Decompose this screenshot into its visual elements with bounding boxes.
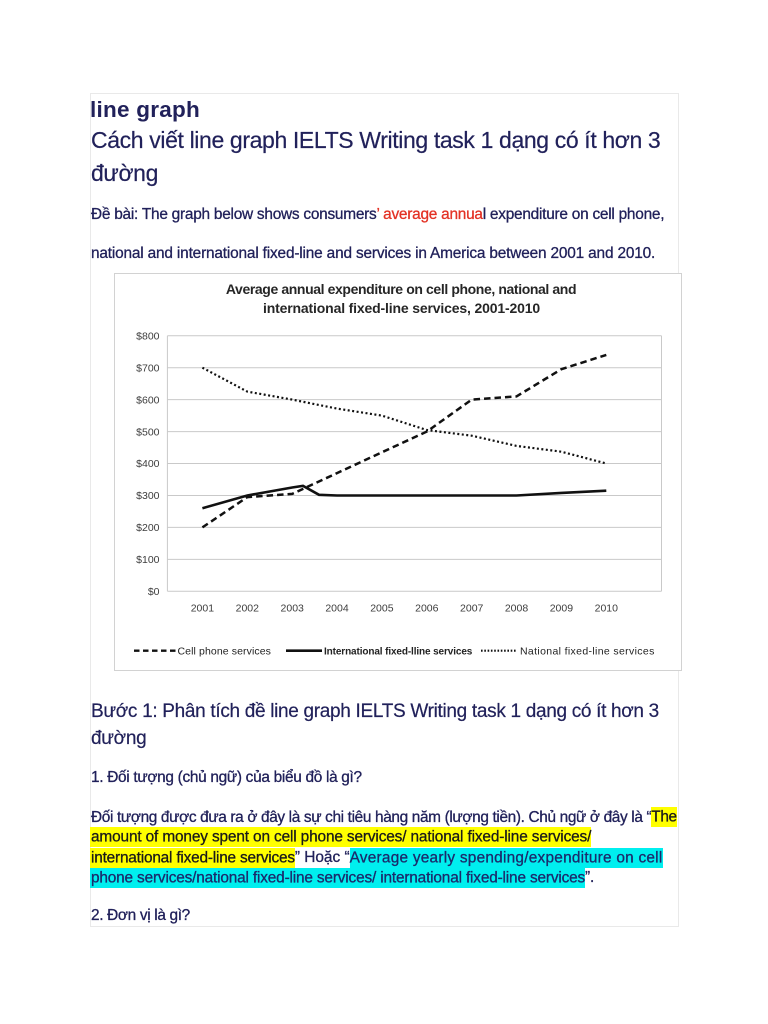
svg-text:$700: $700 [136, 362, 160, 374]
svg-text:$600: $600 [136, 394, 160, 406]
svg-text:2007: 2007 [460, 602, 484, 614]
svg-text:2004: 2004 [325, 602, 349, 614]
svg-text:$400: $400 [136, 458, 160, 470]
svg-text:2006: 2006 [415, 602, 439, 614]
svg-text:2009: 2009 [550, 602, 574, 614]
svg-text:$500: $500 [136, 426, 160, 438]
svg-text:$300: $300 [136, 490, 160, 502]
svg-text:Average annual expenditure on: Average annual expenditure on cell phone… [226, 281, 576, 297]
svg-text:international fixed-line servi: international fixed-line services, 2001-… [263, 300, 540, 316]
svg-text:$800: $800 [136, 330, 160, 342]
svg-text:2002: 2002 [236, 602, 260, 614]
svg-text:2001: 2001 [191, 602, 215, 614]
svg-text:$0: $0 [148, 586, 160, 598]
svg-text:International fixed-lline serv: International fixed-lline services [324, 646, 473, 657]
svg-text:National fixed-line services: National fixed-line services [520, 645, 655, 657]
svg-text:2008: 2008 [505, 602, 529, 614]
svg-text:2003: 2003 [281, 602, 305, 614]
svg-text:$100: $100 [136, 554, 160, 566]
svg-text:2010: 2010 [595, 602, 619, 614]
svg-text:Cell phone services: Cell phone services [178, 645, 272, 657]
svg-text:$200: $200 [136, 522, 160, 534]
svg-text:2005: 2005 [370, 602, 394, 614]
